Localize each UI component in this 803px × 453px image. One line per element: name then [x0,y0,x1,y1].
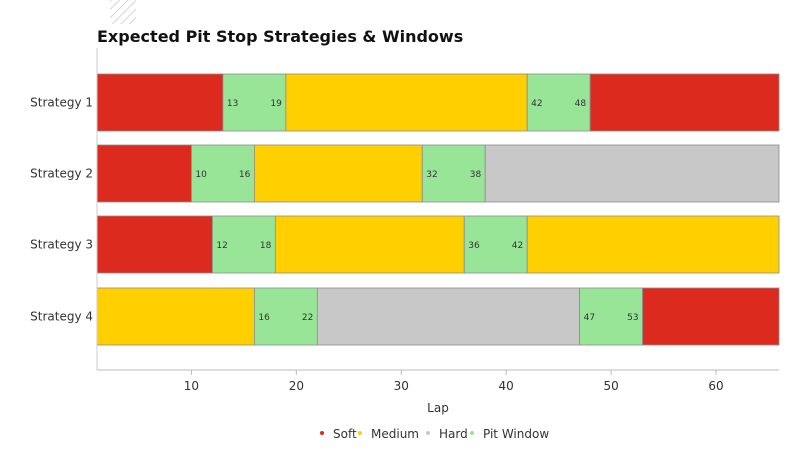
legend-label-soft: Soft [333,427,357,441]
bar-strategy-1-soft-segment [96,73,224,132]
pit-window-end-label: 22 [302,313,313,323]
category-label-strategy-4: Strategy 4 [30,310,93,324]
pit-window-end-label: 53 [627,313,638,323]
bar-strategy-1-soft-segment [589,73,780,132]
pit-window-end-label: 18 [260,241,272,251]
bar-strategy-4-hard-segment [316,287,581,346]
pit-window-start-label: 42 [531,99,542,109]
legend-label-medium: Medium [371,427,419,441]
axes-group: 10 20 30 40 50 60 [96,48,779,393]
chart-title: Expected Pit Stop Strategies & Windows [97,27,463,46]
x-tick-label: 50 [603,379,618,393]
bar-strategy-2-hard-segment [484,144,780,203]
bar-strategy-3-pit-window-segment [463,215,528,274]
category-label-strategy-3: Strategy 3 [30,238,93,252]
category-label-strategy-2: Strategy 2 [30,167,93,181]
bar-strategy-4-pit-window-segment [253,287,318,346]
x-tick-label: 60 [708,379,723,393]
decorative-hatch-icon [110,0,136,24]
bar-strategy-3-pit-window-segment [212,215,276,274]
x-tick-label: 40 [499,379,514,393]
bar-strategy-1-medium-segment [285,73,528,132]
pit-window-start-label: 16 [258,313,270,323]
pit-window-start-label: 12 [216,241,227,251]
pit-window-end-label: 38 [470,170,482,180]
bar-strategy-3-soft-segment [96,215,213,274]
pit-window-end-label: 48 [575,99,587,109]
bar-strategy-1-pit-window-segment [222,73,287,132]
x-tick-label: 30 [394,379,409,393]
bar-strategy-2-pit-window-segment [421,144,486,203]
bar-strategy-3-medium-segment [274,215,465,274]
x-tick-label: 20 [289,379,304,393]
bar-strategy-2-pit-window-segment [191,144,255,203]
x-tick-label: 10 [184,379,199,393]
bar-strategy-4-medium-segment [96,287,255,346]
pit-window-start-label: 10 [195,170,207,180]
x-axis-label: Lap [427,401,449,415]
pit-window-end-label: 19 [270,99,282,109]
legend-marker-pit-window [470,431,474,435]
legend-marker-medium [358,431,362,435]
legend-label-hard: Hard [439,427,468,441]
pit-window-end-label: 16 [239,170,251,180]
bar-strategy-3-medium-segment [526,215,780,274]
pit-window-end-label: 42 [512,241,523,251]
bar-strategy-2-medium-segment [253,144,423,203]
category-label-strategy-1: Strategy 1 [30,96,93,110]
legend-marker-soft [320,431,324,435]
pit-window-start-label: 47 [584,313,595,323]
bar-strategy-2-soft-segment [96,144,192,203]
legend-label-pit-window: Pit Window [483,427,549,441]
pit-window-start-label: 32 [426,170,437,180]
bar-group: Strategy 1 13 19 42 48 Strategy 2 10 16 32 38 Stra… [30,73,780,346]
pit-window-start-label: 36 [468,241,480,251]
bar-strategy-1-pit-window-segment [526,73,591,132]
bar-strategy-4-soft-segment [642,287,780,346]
legend: Soft Medium Hard Pit Window [320,427,549,441]
bar-strategy-4-pit-window-segment [579,287,644,346]
pit-window-start-label: 13 [227,99,238,109]
legend-marker-hard [426,431,430,435]
